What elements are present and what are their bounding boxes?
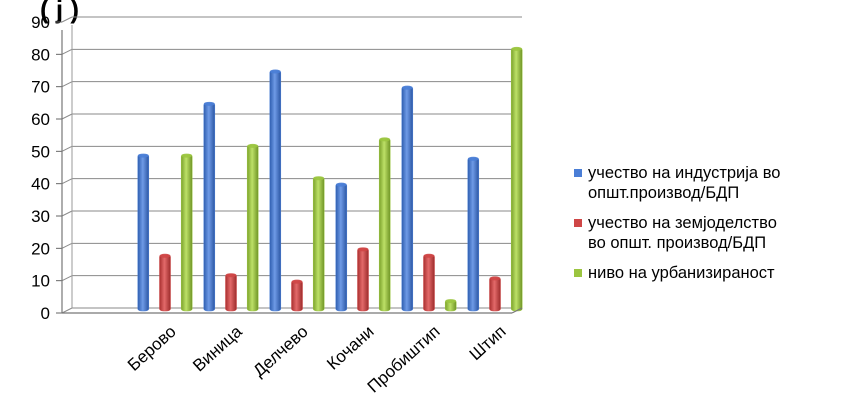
bar-cap <box>313 176 325 181</box>
bar <box>225 273 237 312</box>
bar <box>510 47 523 312</box>
bars <box>137 46 523 312</box>
x-tick-label: Берово <box>124 322 180 375</box>
bar <box>401 86 414 312</box>
y-tick-label: 70 <box>31 78 50 97</box>
y-tick-label: 20 <box>31 239 50 258</box>
legend-label: учество на индустрија во <box>588 164 780 182</box>
gridline-diag <box>61 178 73 185</box>
gridline-diag <box>61 113 73 120</box>
bar <box>312 176 325 312</box>
bar-cap <box>181 153 193 158</box>
gridline-diag <box>61 275 73 282</box>
x-tick-label: Штип <box>466 322 510 364</box>
bar-cap <box>489 276 501 281</box>
y-tick-label: 10 <box>31 272 50 291</box>
y-tick-label: 30 <box>31 207 50 226</box>
grid <box>61 16 522 314</box>
bar-cap <box>291 279 303 284</box>
bar <box>335 183 348 312</box>
y-tick-label: 60 <box>31 110 50 129</box>
bar <box>203 102 216 312</box>
x-tick-label: Виница <box>189 321 246 375</box>
x-axis-depth <box>511 307 523 314</box>
legend-label: ниво на урбанизираност <box>588 264 775 282</box>
bar <box>378 138 391 312</box>
bar-cap <box>269 69 281 74</box>
x-tick-label: Кочани <box>323 322 377 374</box>
bar-cap <box>357 247 369 252</box>
bar-cap <box>511 46 523 51</box>
bar-cap <box>335 182 347 187</box>
bar-cap <box>159 253 171 258</box>
legend-label: во општ. производ/БДП <box>588 234 766 252</box>
legend: учество на индустрија во општ.производ/БД… <box>574 164 780 282</box>
x-tick-label: Делчево <box>249 322 311 381</box>
bar-cap <box>137 153 149 158</box>
bar <box>246 144 259 312</box>
bar <box>357 248 369 312</box>
bar <box>159 254 171 312</box>
bar-cap <box>423 253 435 258</box>
bar <box>137 154 150 312</box>
legend-label: општ.производ/БДП <box>588 184 739 202</box>
y-tick-label: 40 <box>31 175 50 194</box>
y-tick-label: 90 <box>31 13 50 32</box>
gridline-diag <box>61 48 73 55</box>
legend-label: учество на земјоделство <box>588 214 777 232</box>
bar-cap <box>467 156 479 161</box>
bar <box>291 280 303 312</box>
y-tick-label: 80 <box>31 45 50 64</box>
gridline-diag <box>61 210 73 217</box>
bar-cap <box>379 137 391 142</box>
bar <box>180 154 193 312</box>
gridline-diag <box>61 81 73 88</box>
legend-swatch <box>574 219 582 227</box>
bar <box>467 157 480 312</box>
bar-cap <box>445 299 457 304</box>
legend-swatch <box>574 169 582 177</box>
gridline-diag <box>61 16 73 23</box>
gridline-diag <box>61 145 73 152</box>
bar <box>489 277 501 312</box>
bar-cap <box>225 273 237 278</box>
y-tick-label: 0 <box>41 304 50 323</box>
bar-cap <box>203 101 215 106</box>
bar-cap <box>401 85 413 90</box>
gridline-diag <box>61 242 73 249</box>
gridline-diag <box>61 307 73 314</box>
bar <box>269 70 282 312</box>
x-tick-label: Пробиштип <box>364 322 444 397</box>
legend-swatch <box>574 269 582 277</box>
bar-cap <box>247 143 259 148</box>
chart-title-fragment: ( ј ) <box>40 0 79 24</box>
y-tick-label: 50 <box>31 142 50 161</box>
bar <box>423 254 435 312</box>
